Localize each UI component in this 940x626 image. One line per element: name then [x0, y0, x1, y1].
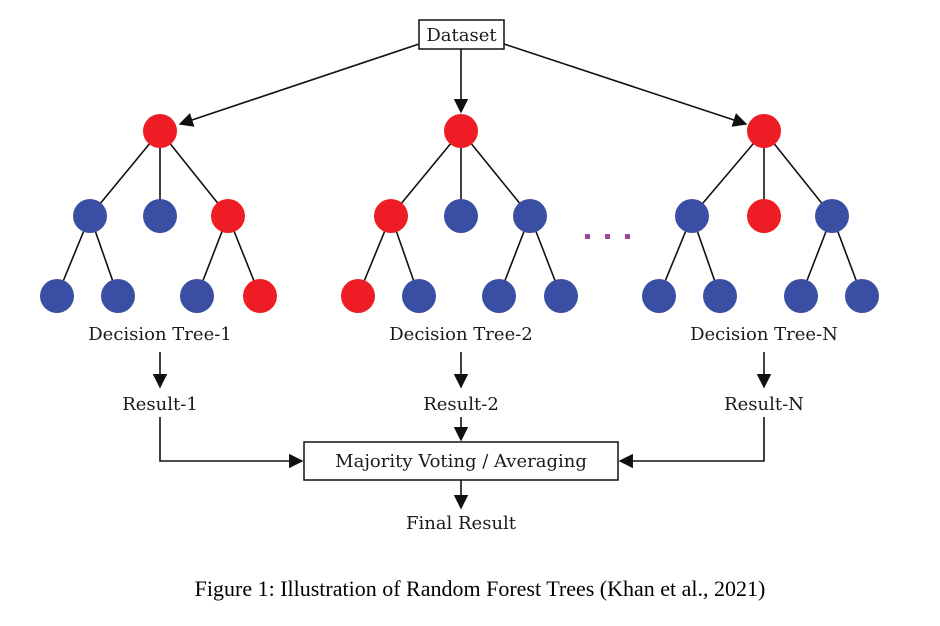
tree-node-blue: [482, 279, 516, 313]
tree-node-blue: [444, 199, 478, 233]
tree-2-label: Decision Tree-2: [389, 324, 533, 345]
tree-node-blue: [815, 199, 849, 233]
tree-node-blue: [101, 279, 135, 313]
decision-tree-1: [40, 114, 277, 313]
tree-node-blue: [784, 279, 818, 313]
dataset-label: Dataset: [426, 25, 497, 46]
figure-caption: Figure 1: Illustration of Random Forest …: [195, 576, 766, 601]
tree-node-red: [374, 199, 408, 233]
final-result-label: Final Result: [406, 513, 517, 534]
aggregator-arrows: [159, 417, 765, 469]
tree-node-red: [211, 199, 245, 233]
arrow-dataset-tree-1: [178, 43, 420, 127]
dataset-node: Dataset: [418, 19, 505, 50]
tree-node-red: [341, 279, 375, 313]
tree-node-blue: [845, 279, 879, 313]
tree-node-blue: [703, 279, 737, 313]
aggregator-label: Majority Voting / Averaging: [335, 451, 587, 472]
tree-node-red: [747, 199, 781, 233]
tree-node-blue: [402, 279, 436, 313]
result-1-label: Result-1: [122, 394, 198, 415]
tree-node-blue: [143, 199, 177, 233]
tree-node-blue: [40, 279, 74, 313]
tree-node-red: [243, 279, 277, 313]
tree-node-red: [444, 114, 478, 148]
decision-tree-n: [642, 114, 879, 313]
tree-n-label: Decision Tree-N: [690, 324, 838, 345]
tree-node-blue: [642, 279, 676, 313]
result-n-label: Result-N: [724, 394, 804, 415]
result-2-label: Result-2: [423, 394, 499, 415]
arrow-dataset-tree-n: [503, 43, 748, 127]
tree-1-label: Decision Tree-1: [88, 324, 232, 345]
dataset-arrows: [178, 43, 748, 127]
more-trees-ellipsis: [585, 234, 630, 239]
tree-node-blue: [544, 279, 578, 313]
tree-node-blue: [73, 199, 107, 233]
tree-node-blue: [675, 199, 709, 233]
result-arrows: [152, 352, 772, 389]
tree-node-blue: [513, 199, 547, 233]
tree-node-red: [143, 114, 177, 148]
decision-tree-2: [341, 114, 578, 313]
aggregator-node: Majority Voting / Averaging: [303, 441, 619, 481]
tree-node-red: [747, 114, 781, 148]
tree-node-blue: [180, 279, 214, 313]
